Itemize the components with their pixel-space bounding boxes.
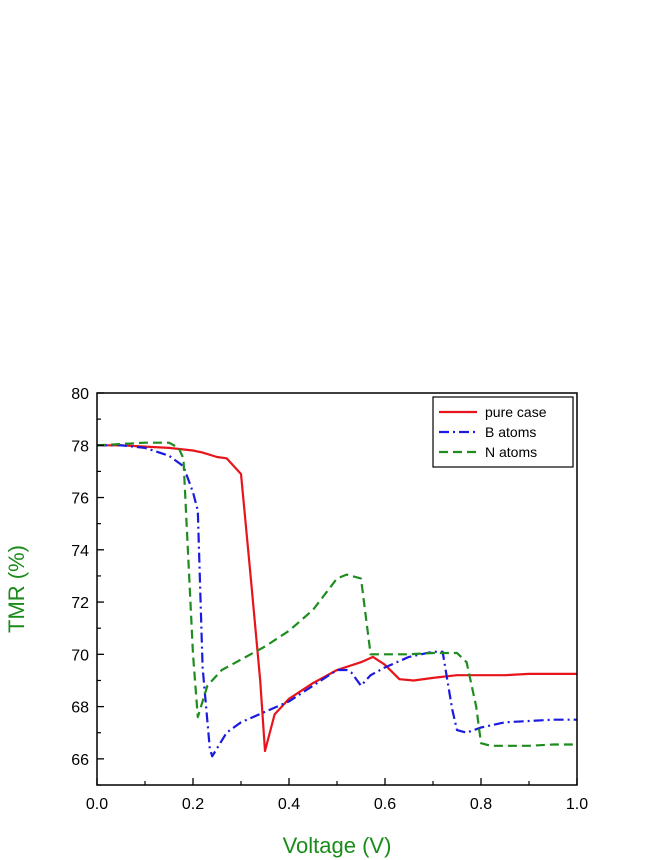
y-tick-label: 74 (71, 543, 89, 560)
x-tick-label: 0.8 (470, 796, 492, 813)
legend-label: pure case (485, 404, 547, 420)
y-tick-label: 76 (71, 491, 89, 508)
x-tick-label: 0.2 (182, 796, 204, 813)
y-tick-label: 70 (71, 647, 89, 664)
series-line-b-atoms (97, 444, 577, 758)
x-tick-label: 0.6 (374, 796, 396, 813)
ticks-layer: 0.0 0.2 0.4 0.6 0.8 1.0 66 68 70 72 74 76 78 80 (71, 386, 588, 813)
legend-label: N atoms (485, 444, 537, 460)
legend-label: B atoms (485, 424, 536, 440)
legend: pure case B atoms N atoms (432, 396, 574, 468)
series-line-n-atoms (96, 441, 577, 747)
series-line-pure-case (97, 444, 577, 753)
y-tick-label: 72 (71, 595, 89, 612)
y-axis-title: TMR (%) (4, 545, 29, 633)
x-tick-label: 1.0 (566, 796, 588, 813)
y-tick-label: 78 (71, 438, 89, 455)
x-axis-title: Voltage (V) (283, 833, 392, 858)
x-tick-label: 0.4 (278, 796, 300, 813)
y-tick-label: 68 (71, 700, 89, 717)
series-layer (96, 441, 577, 758)
y-tick-label: 66 (71, 752, 89, 769)
legend-box (432, 396, 574, 468)
y-tick-label: 80 (71, 386, 89, 403)
x-tick-label: 0.0 (86, 796, 108, 813)
